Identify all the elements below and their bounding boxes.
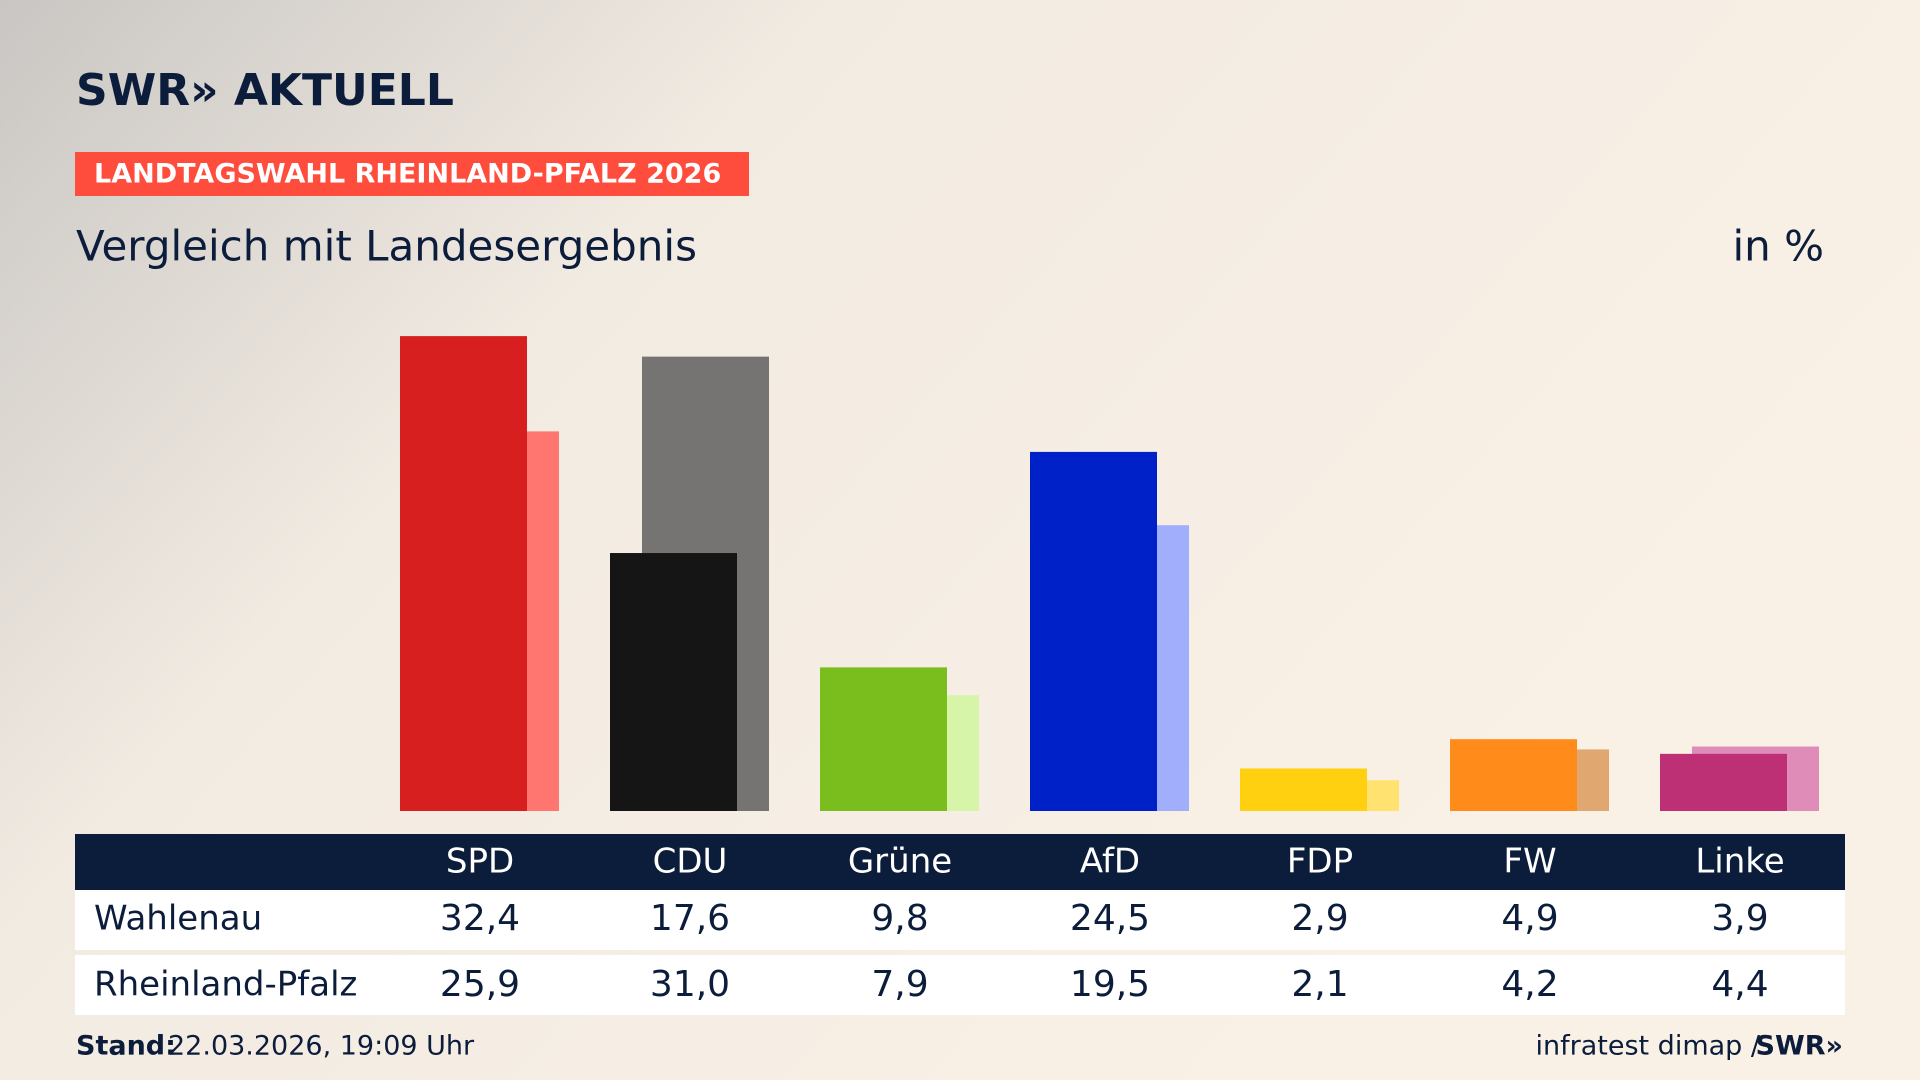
value-label: 24,5 [1070,898,1150,939]
value-label: 31,0 [650,964,730,1005]
chart-title: Vergleich mit Landesergebnis [76,222,697,271]
bar [610,553,737,811]
bar [1660,753,1787,811]
stand: 22.03.2026, 19:09 Uhr [168,1031,475,1062]
category-label: Linke [1695,842,1784,882]
unit-label: in % [1732,222,1824,271]
value-label: 17,6 [650,898,730,939]
bar [1030,451,1157,811]
badge-bg [75,152,749,196]
value-label: 19,5 [1070,964,1150,1005]
value-label: 9,8 [871,898,928,939]
row-label: Rheinland-Pfalz [94,965,357,1005]
bar [400,336,527,811]
value-label: 4,2 [1501,964,1558,1005]
table-row [75,955,1845,1015]
table-row [75,890,1845,950]
source-logo: SWR» [1756,1031,1843,1062]
value-label: 4,9 [1501,898,1558,939]
value-label: 2,9 [1291,898,1348,939]
stand-label: Stand: [76,1031,176,1062]
value-label: 3,9 [1711,898,1768,939]
bar [1240,768,1367,811]
value-label: 25,9 [440,964,520,1005]
badge: LANDTAGSWAHL RHEINLAND-PFALZ 2026 [94,159,721,190]
category-label: FDP [1287,842,1353,882]
category-label: AfD [1080,842,1140,882]
category-label: FW [1503,842,1556,882]
value-label: 7,9 [871,964,928,1005]
bar [820,667,947,811]
row-label: Wahlenau [94,899,262,939]
value-label: 4,4 [1711,964,1768,1005]
category-label: CDU [653,842,728,882]
value-label: 32,4 [440,898,520,939]
table-header [75,834,1845,890]
category-label: SPD [446,842,514,882]
source: infratest dimap / [1535,1031,1760,1062]
logo: SWR» AKTUELL [76,65,454,116]
bar [1450,739,1577,811]
value-label: 2,1 [1291,964,1348,1005]
category-label: Grüne [848,842,952,882]
